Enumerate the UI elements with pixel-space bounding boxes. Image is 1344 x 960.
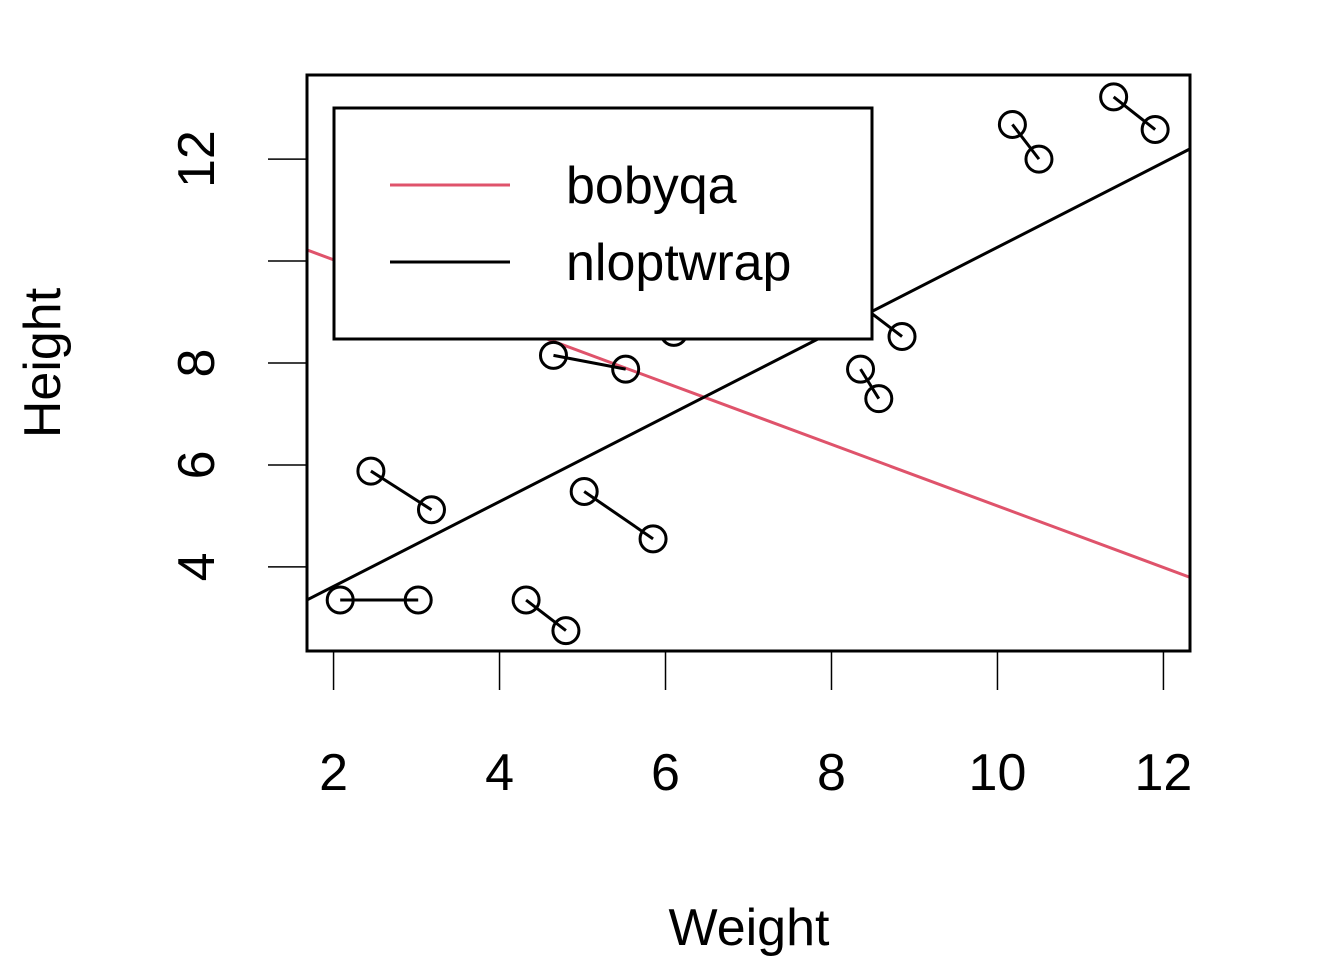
- data-point: [325, 585, 355, 615]
- legend: bobyqa nloptwrap: [332, 106, 874, 341]
- fit-line-nloptwrap: [307, 147, 1190, 602]
- data-point: [511, 585, 541, 615]
- data-point: [864, 384, 894, 414]
- data-point: [356, 456, 386, 486]
- y-tick-label: 12: [168, 130, 226, 188]
- x-tick-label: 8: [817, 744, 846, 802]
- data-point: [997, 109, 1027, 139]
- y-tick-label: 4: [168, 552, 226, 581]
- data-point: [403, 585, 433, 615]
- pair-connector: [525, 598, 567, 632]
- y-axis-label: Height: [14, 287, 72, 438]
- x-tick-label: 12: [1135, 744, 1193, 802]
- data-point: [416, 495, 446, 525]
- x-tick-label: 10: [969, 744, 1027, 802]
- pair-connector: [370, 469, 433, 512]
- x-axis-label: Weight: [669, 899, 830, 957]
- y-tick-label: 6: [168, 450, 226, 479]
- data-point: [846, 354, 876, 384]
- legend-label-bobyqa: bobyqa: [566, 157, 737, 215]
- data-point: [611, 354, 641, 384]
- data-point: [1140, 115, 1170, 145]
- pair-connector: [1011, 123, 1041, 161]
- legend-label-nloptwrap: nloptwrap: [566, 234, 791, 292]
- data-point: [569, 476, 599, 506]
- pair-connector: [1112, 95, 1157, 131]
- data-point: [551, 616, 581, 646]
- axes: 2 4 6 8 10 12 4 6 8 12: [168, 130, 1192, 802]
- x-tick-label: 4: [485, 744, 514, 802]
- y-tick-label: 8: [168, 349, 226, 378]
- data-point: [1024, 144, 1054, 174]
- pair-connector: [859, 368, 881, 400]
- data-point: [638, 524, 668, 554]
- x-tick-label: 6: [651, 744, 680, 802]
- data-point: [538, 340, 568, 370]
- x-tick-label: 2: [319, 744, 348, 802]
- data-point: [887, 321, 917, 351]
- legend-box: [332, 106, 874, 341]
- data-point: [1099, 82, 1129, 112]
